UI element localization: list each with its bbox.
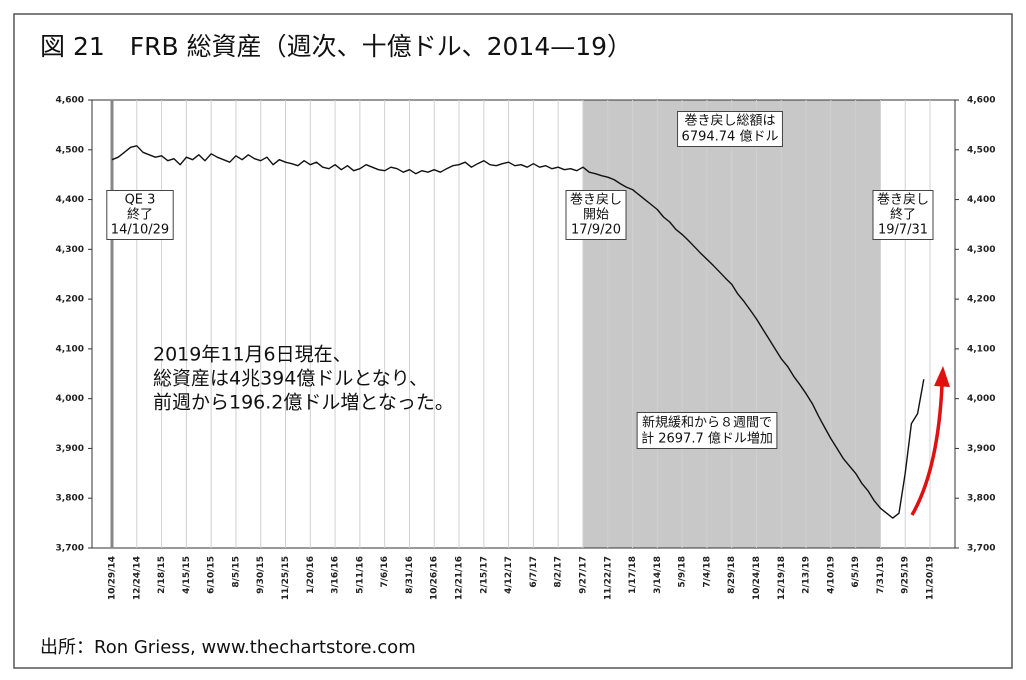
x-tick-label: 4/10/19 xyxy=(826,556,836,594)
x-tick-label: 2/15/17 xyxy=(479,556,489,594)
annotation-text: 終了 xyxy=(890,207,916,223)
x-tick-label: 3/16/16 xyxy=(331,556,341,594)
annotation-text: 総資産は4兆394億ドルとなり、 xyxy=(153,368,428,390)
arrow-head xyxy=(934,366,950,387)
x-tick-label: 9/25/19 xyxy=(901,556,911,594)
y2-tick-label: 4,100 xyxy=(967,344,995,354)
y2-tick-label: 4,600 xyxy=(967,96,995,106)
y2-tick-label: 4,500 xyxy=(967,145,995,155)
y-tick-label: 4,200 xyxy=(56,295,84,305)
annotation-text: QE 3 xyxy=(125,193,156,208)
y-tick-label: 4,000 xyxy=(56,394,84,404)
annotation-text: 巻き戻し xyxy=(877,193,929,208)
x-tick-label: 4/15/15 xyxy=(182,556,192,594)
x-tick-label: 6/10/15 xyxy=(207,556,217,594)
x-tick-label: 6/5/19 xyxy=(851,556,861,588)
annotation: 2019年11月6日現在、総資産は4兆394億ドルとなり、前週から196.2億ド… xyxy=(153,344,454,414)
y2-tick-label: 3,700 xyxy=(967,544,995,554)
y2-tick-label: 4,200 xyxy=(967,295,995,305)
annotation-text: 巻き戻し xyxy=(570,193,622,208)
y-tick-label: 4,100 xyxy=(56,344,84,354)
y-tick-label: 3,700 xyxy=(56,544,84,554)
x-tick-label: 12/24/14 xyxy=(132,556,142,600)
x-tick-label: 1/17/18 xyxy=(628,556,638,594)
annotation-box xyxy=(872,190,934,240)
annotation-box xyxy=(565,190,627,240)
y-tick-label: 4,300 xyxy=(56,245,84,255)
y2-tick-label: 4,300 xyxy=(967,245,995,255)
x-tick-label: 7/4/18 xyxy=(702,556,712,588)
y-tick-label: 3,800 xyxy=(56,494,84,504)
x-tick-label: 9/30/15 xyxy=(256,556,266,594)
annotation-box xyxy=(677,111,783,147)
x-tick-label: 6/7/17 xyxy=(529,556,539,588)
x-tick-label: 8/2/17 xyxy=(554,556,564,588)
x-tick-label: 11/25/15 xyxy=(281,556,291,600)
annotation-text: 巻き戻し総額は xyxy=(684,114,775,129)
y-tick-label: 4,600 xyxy=(56,96,84,106)
x-tick-label: 7/6/16 xyxy=(380,556,390,588)
annotation-text: 2019年11月6日現在、 xyxy=(153,344,352,366)
annotation-text: 新規緩和から８週間で xyxy=(642,415,772,431)
x-tick-label: 10/24/18 xyxy=(752,556,762,600)
arrow xyxy=(910,384,944,516)
annotation-text: 計 2697.7 億ドル増加 xyxy=(641,431,773,447)
series-line xyxy=(111,145,925,519)
x-tick-label: 8/31/16 xyxy=(405,556,415,594)
x-tick-label: 1/20/16 xyxy=(306,556,316,594)
x-tick-label: 8/5/15 xyxy=(231,556,241,588)
chart-title: 図 21 FRB 総資産（週次、十億ドル、2014—19） xyxy=(40,32,632,61)
annotation-box xyxy=(636,412,778,449)
y-tick-label: 3,900 xyxy=(56,444,84,454)
y-tick-label: 4,500 xyxy=(56,145,84,155)
annotation-text: 開始 xyxy=(583,208,609,223)
annotation-text: 6794.74 億ドル xyxy=(682,129,779,145)
annotation-text: 14/10/29 xyxy=(111,223,169,238)
y-tick-label: 4,400 xyxy=(56,195,84,205)
y2-tick-label: 3,900 xyxy=(967,444,995,454)
annotation-box xyxy=(106,190,174,240)
x-tick-label: 3/14/18 xyxy=(653,556,663,594)
x-tick-label: 11/22/17 xyxy=(603,556,613,600)
x-tick-label: 5/9/18 xyxy=(678,556,688,588)
annotation-text: 前週から196.2億ドル増となった。 xyxy=(153,392,454,414)
x-tick-label: 5/11/16 xyxy=(355,556,365,594)
x-tick-label: 12/21/16 xyxy=(455,556,465,600)
x-tick-label: 8/29/18 xyxy=(727,556,737,594)
y2-tick-label: 4,400 xyxy=(967,195,995,205)
x-tick-label: 10/26/16 xyxy=(430,556,440,600)
x-tick-label: 2/18/15 xyxy=(157,556,167,594)
x-tick-label: 7/31/19 xyxy=(876,556,886,594)
annotation-text: 19/7/31 xyxy=(878,223,928,238)
x-tick-label: 2/13/19 xyxy=(802,556,812,594)
x-tick-label: 11/20/19 xyxy=(926,556,936,600)
x-tick-label: 4/12/17 xyxy=(504,556,514,594)
x-tick-label: 9/27/17 xyxy=(578,556,588,594)
frame xyxy=(13,13,1013,669)
plot-area xyxy=(91,99,956,549)
y2-tick-label: 4,000 xyxy=(967,394,995,404)
y2-tick-label: 3,800 xyxy=(967,494,995,504)
annotation-text: 17/9/20 xyxy=(571,223,621,238)
x-tick-label: 10/29/14 xyxy=(108,556,118,600)
annotation-text: 終了 xyxy=(127,207,153,223)
source: 出所：Ron Griess, www.thechartstore.com xyxy=(40,637,416,658)
x-tick-label: 12/19/18 xyxy=(777,556,787,600)
